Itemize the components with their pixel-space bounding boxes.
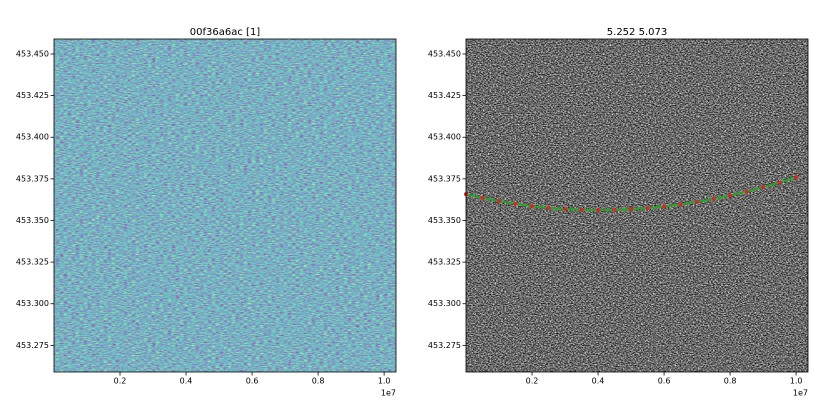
y-tick-label: 453.300 [428,299,461,308]
curve-point [530,204,535,209]
y-tick-label: 453.425 [428,91,461,100]
x-tick-label: 0.8 [312,377,325,386]
x-tick-label: 1.0 [378,377,391,386]
y-tick-label: 453.275 [16,341,49,350]
chart-title: 00f36a6ac [1] [190,27,261,38]
curve-point [761,185,766,190]
x-tick-label: 0.2 [114,377,127,386]
curve-point [744,189,749,194]
y-tick-label: 453.375 [16,174,49,183]
x-offset-label: 1e7 [381,389,396,398]
axes-frame [465,38,809,373]
x-tick-label: 0.8 [724,377,737,386]
curve-point [563,207,568,212]
curve-point [728,193,733,198]
x-tick-label: 0.6 [246,377,259,386]
y-tick-label: 453.425 [16,91,49,100]
chart-title: 5.252 5.073 [607,27,667,38]
y-tick-label: 453.325 [428,258,461,267]
y-tick-label: 453.450 [428,49,461,58]
curve-point [645,206,650,211]
y-tick-label: 453.375 [428,174,461,183]
axes-frame [53,38,397,373]
curve-point [695,199,700,204]
y-tick-label: 453.400 [16,133,49,142]
y-tick-label: 453.275 [428,341,461,350]
curve-point [662,204,667,209]
curve-point [678,202,683,207]
curve-point [629,207,634,212]
y-tick-label: 453.400 [428,133,461,142]
curve-point [497,199,502,204]
x-offset-label: 1e7 [793,389,808,398]
y-tick-label: 453.450 [16,49,49,58]
curve-point [777,180,782,185]
curve-point [579,207,584,212]
x-tick-label: 1.0 [790,377,803,386]
curve-point [546,205,551,210]
x-tick-label: 0.4 [592,377,605,386]
curve-point [794,175,799,180]
curve-point [711,197,716,202]
heatmap-image [54,39,396,372]
curve-point [480,195,485,200]
y-tick-label: 453.325 [16,258,49,267]
x-tick-label: 0.2 [526,377,539,386]
heatmap-image [466,39,808,372]
curve-point [513,201,518,206]
x-tick-label: 0.4 [180,377,193,386]
curve-point [612,207,617,212]
y-tick-label: 453.300 [16,299,49,308]
y-tick-label: 453.350 [428,216,461,225]
y-tick-label: 453.350 [16,216,49,225]
curve-point [596,208,601,213]
x-tick-label: 0.6 [658,377,671,386]
